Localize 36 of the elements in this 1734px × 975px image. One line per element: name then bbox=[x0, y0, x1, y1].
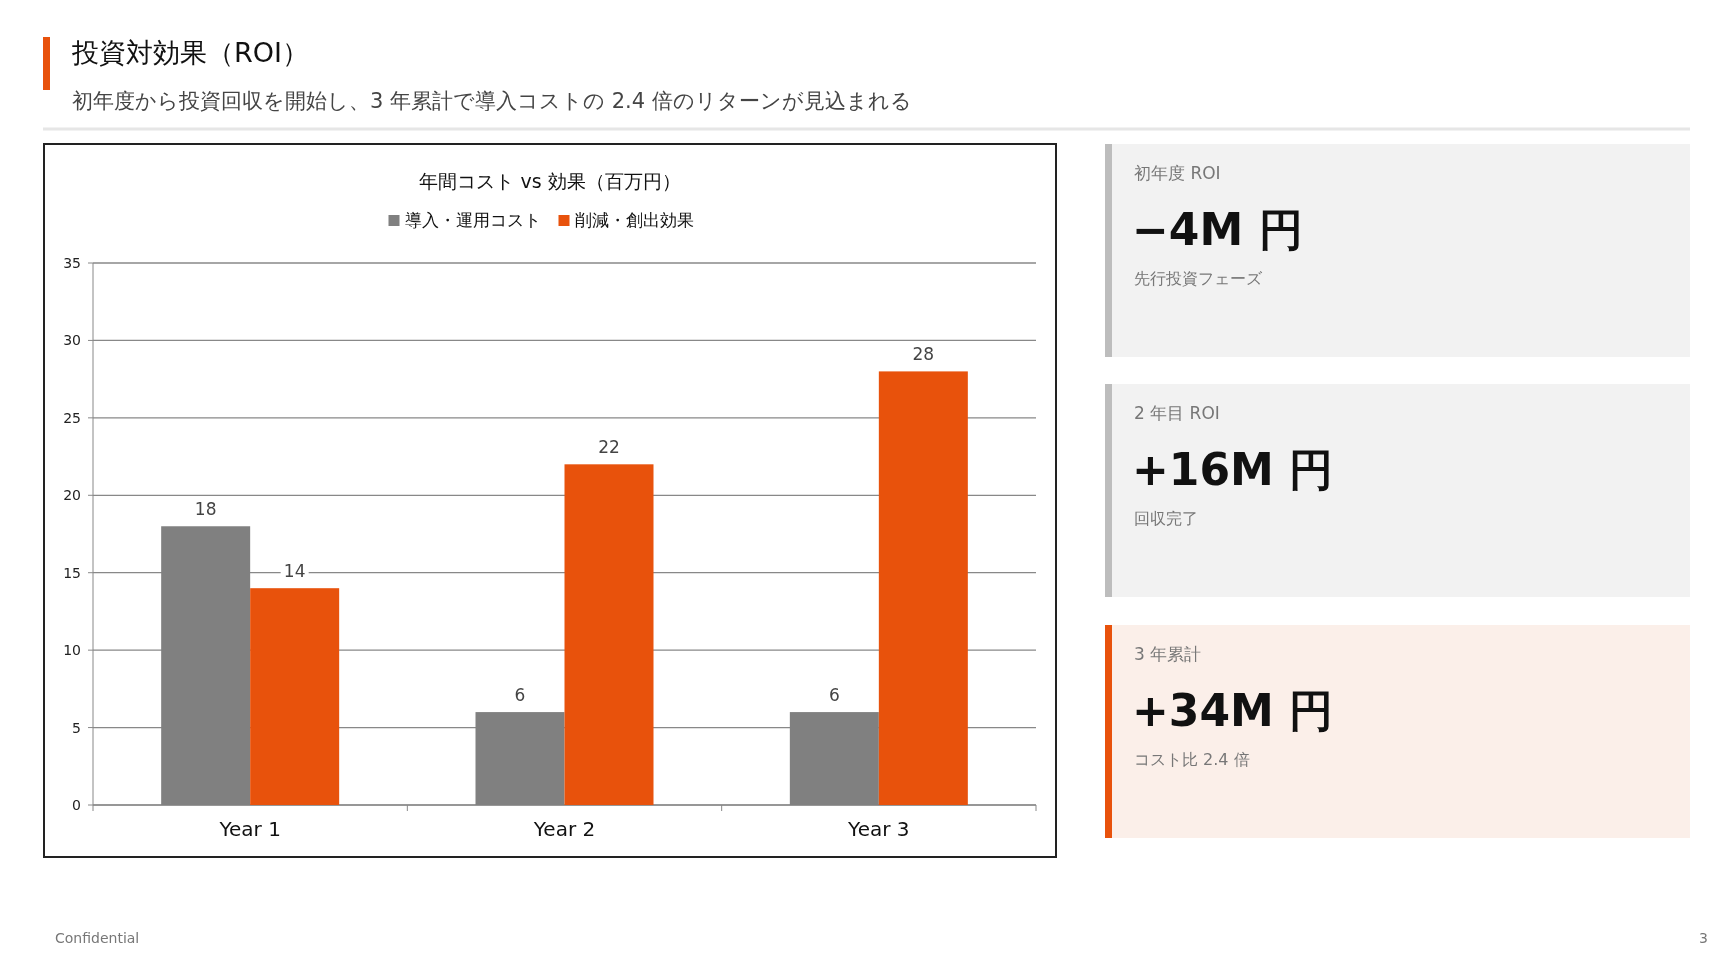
text: 先行投資フェーズ bbox=[1134, 269, 1263, 288]
data-label: 14 bbox=[283, 561, 306, 582]
text: コスト比 2.4 倍 bbox=[1134, 750, 1250, 769]
y-tick-label: 0 bbox=[72, 797, 81, 813]
text: 初年度から投資回収を開始し、3 年累計で導入コストの 2.4 倍のリターンが見込まれる bbox=[72, 89, 912, 113]
text: −4M 円 bbox=[1132, 204, 1303, 255]
y-tick-label: 10 bbox=[63, 642, 81, 659]
y-tick-label: 5 bbox=[72, 719, 81, 736]
y-tick-label: 20 bbox=[63, 487, 81, 504]
bar bbox=[250, 588, 340, 805]
text: 回収完了 bbox=[1134, 509, 1198, 528]
data-label: 6 bbox=[828, 685, 840, 706]
text: 3 年累計 bbox=[1134, 644, 1202, 664]
data-label: 6 bbox=[514, 685, 526, 706]
y-tick-label: 25 bbox=[63, 409, 81, 426]
bar bbox=[878, 371, 968, 805]
text: 2 年目 ROI bbox=[1134, 403, 1220, 423]
text: 初年度 ROI bbox=[1134, 163, 1221, 183]
legend-label: 削減・創出効果 bbox=[574, 210, 694, 230]
data-label: 18 bbox=[194, 499, 217, 520]
bar bbox=[564, 464, 654, 805]
y-tick-label: 35 bbox=[63, 255, 81, 271]
text: +34M 円 bbox=[1132, 685, 1334, 736]
x-tick-label: Year 2 bbox=[532, 817, 596, 841]
data-label: 28 bbox=[912, 344, 935, 365]
x-tick-label: Year 1 bbox=[218, 817, 281, 841]
text: Confidential bbox=[55, 930, 140, 946]
x-tick-label: Year 3 bbox=[847, 817, 910, 841]
data-label: 22 bbox=[598, 437, 620, 458]
legend-label: 導入・運用コスト bbox=[404, 210, 541, 230]
text: 3 bbox=[1699, 930, 1708, 946]
text: +16M 円 bbox=[1132, 444, 1334, 495]
y-tick-label: 30 bbox=[63, 332, 81, 349]
y-tick-label: 15 bbox=[63, 564, 81, 581]
chart-title: 年間コスト vs 効果（百万円） bbox=[419, 170, 681, 192]
text: 投資対効果（ROI） bbox=[71, 37, 309, 68]
